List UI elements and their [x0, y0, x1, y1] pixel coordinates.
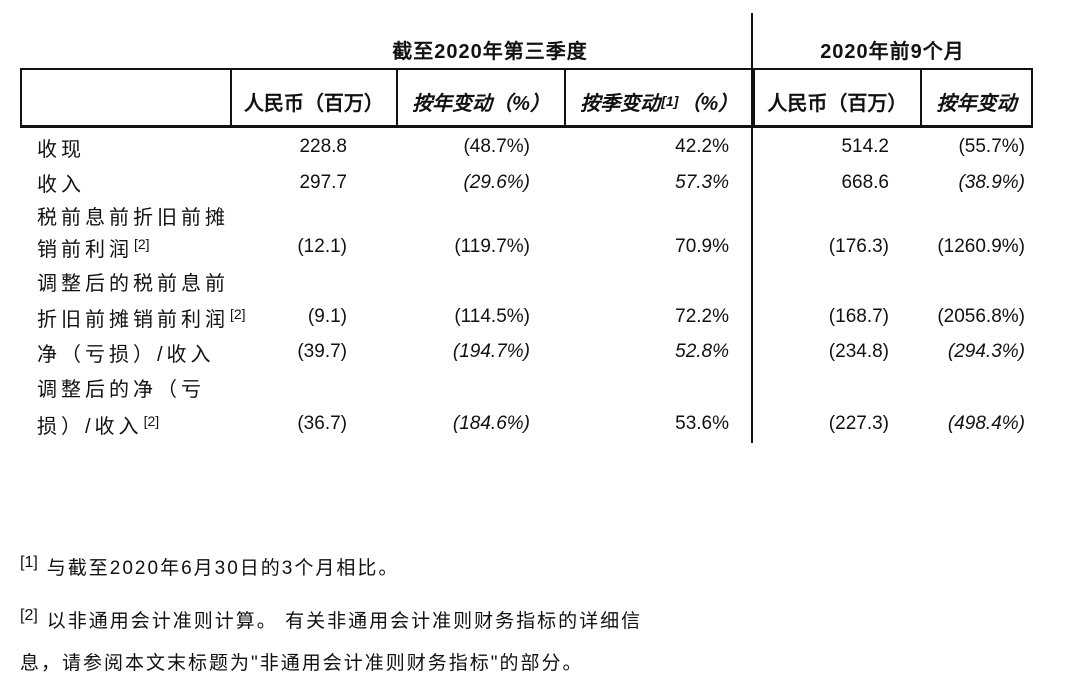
cell-value: (29.6%): [463, 171, 530, 193]
row-label: 收入: [20, 168, 228, 197]
footnote-2-text-1: 以非通用会计准则计算。 有关非通用会计准则财务指标的详细信: [46, 611, 643, 632]
row-label-text: 收入: [37, 174, 85, 196]
cell-value: 228.8: [299, 136, 347, 157]
footnote-2-marker: [2]: [20, 607, 38, 624]
footnote-2-line-2: 息，请参阅本文末标题为"非通用会计准则财务指标"的部分。: [20, 653, 584, 673]
cell-value: (55.7%): [958, 136, 1025, 157]
group-title-nine-months: 2020年前9个月: [820, 41, 965, 63]
cell-value: (2056.8%): [937, 306, 1025, 327]
footnote-ref-1-icon: [1]: [661, 93, 679, 109]
cell-value: (1260.9%): [937, 236, 1025, 257]
row-label-text: 销前利润: [37, 238, 133, 261]
table-row: 税前息前折旧前摊: [20, 199, 1033, 231]
row-label: 销前利润[2]: [20, 233, 228, 262]
cell-value: (294.3%): [947, 341, 1025, 362]
table-row: 损）/收入[2] (36.7) (184.6%) 53.6% (227.3) (498.4…: [20, 406, 1033, 442]
cell-value: 53.6%: [675, 413, 729, 434]
footnotes: [1] 与截至2020年6月30日的3个月相比。 [2] 以非通用会计准则计算。 有…: [20, 554, 740, 673]
cell-value: (184.6%): [452, 413, 530, 434]
row-label: 调整后的税前息前: [20, 267, 228, 296]
table-row: 净（亏损）/收入 (39.7) (194.7%) 52.8% (234.8) (294.3…: [20, 335, 1033, 369]
cell-value: (119.7%): [454, 236, 530, 257]
cell-value: 42.2%: [675, 136, 729, 157]
header-cell-rmb-9m: 人民币（百万）: [752, 70, 921, 125]
row-label: 收现: [20, 133, 228, 162]
row-label-text: 折旧前摊销前利润: [37, 308, 229, 331]
table-row: 调整后的净（亏: [20, 369, 1033, 406]
table-row: 折旧前摊销前利润[2] (9.1) (114.5%) 72.2% (168.7) (205…: [20, 299, 1033, 335]
row-label: 调整后的净（亏: [20, 373, 228, 402]
footnote-2-line-1: [2] 以非通用会计准则计算。 有关非通用会计准则财务指标的详细信: [20, 601, 740, 643]
cell-value: 57.3%: [675, 171, 729, 193]
row-label: 损）/收入[2]: [20, 410, 228, 439]
cell-value: (38.9%): [958, 171, 1025, 193]
cell-value: 72.2%: [675, 306, 729, 327]
header-cell-qoq: 按季变动 [1] （%）: [563, 70, 753, 125]
footnote-ref-2-icon: [2]: [143, 412, 160, 429]
row-label-text: 收现: [37, 138, 85, 161]
footnote-ref-2-icon: [2]: [134, 235, 150, 252]
footnote-1-text: 与截至2020年6月30日的3个月相比。: [46, 558, 400, 579]
header-qoq-unit: （%）: [680, 93, 739, 115]
row-label-text: 净（亏损）/收入: [37, 343, 215, 366]
cell-value: 52.8%: [675, 341, 729, 362]
header-cell-empty: [22, 70, 230, 125]
cell-value: (498.4%): [947, 413, 1025, 434]
footnote-2: [2] 以非通用会计准则计算。 有关非通用会计准则财务指标的详细信 息，请参阅本文…: [20, 601, 740, 673]
row-label-text: 调整后的净（亏: [37, 379, 205, 401]
row-label-text: 损）/收入: [37, 415, 143, 438]
cell-value: (39.7): [297, 341, 347, 362]
table-row: 调整后的税前息前: [20, 263, 1033, 299]
cell-value: (194.7%): [452, 341, 530, 362]
cell-value: (12.1): [297, 236, 347, 257]
row-label-text: 调整后的税前息前: [37, 272, 229, 295]
cell-value: 70.9%: [675, 236, 729, 257]
cell-value: (48.7%): [463, 136, 530, 157]
table-header-row: 人民币（百万） 按年变动（%） 按季变动 [1] （%） 人民币（百万） 按年变动: [20, 68, 1033, 128]
cell-value: (114.5%): [454, 306, 530, 327]
table-row: 收现 228.8 (48.7%) 42.2% 514.2 (55.7%): [20, 128, 1033, 166]
cell-value: (168.7): [828, 306, 889, 327]
row-label: 折旧前摊销前利润[2]: [20, 303, 246, 332]
group-title-quarter: 截至2020年第三季度: [392, 41, 588, 63]
table-body: 收现 228.8 (48.7%) 42.2% 514.2 (55.7%) 收入 297.7 (2…: [20, 128, 1033, 442]
table-row: 收入 297.7 (29.6%) 57.3% 668.6 (38.9%): [20, 166, 1033, 199]
table-row: 销前利润[2] (12.1) (119.7%) 70.9% (176.3) (1260.9…: [20, 231, 1033, 263]
header-cell-rmb-q: 人民币（百万）: [229, 70, 397, 125]
cell-value: (227.3): [828, 413, 889, 434]
footnote-ref-2-icon: [2]: [230, 305, 246, 322]
header-cell-yoy-q: 按年变动（%）: [396, 70, 564, 125]
column-group-divider: [751, 13, 753, 443]
cell-value: (9.1): [307, 306, 347, 327]
cell-value: (36.7): [297, 413, 347, 434]
cell-value: (234.8): [828, 341, 889, 362]
footnote-1-marker: [1]: [20, 554, 38, 571]
cell-value: 514.2: [841, 136, 889, 157]
cell-value: (176.3): [828, 236, 889, 257]
row-label: 净（亏损）/收入: [20, 338, 228, 367]
header-cell-yoy-9m: 按年变动: [920, 70, 1031, 125]
footnote-1: [1] 与截至2020年6月30日的3个月相比。: [20, 554, 740, 583]
cell-value: 297.7: [299, 171, 347, 193]
cell-value: 668.6: [841, 171, 889, 193]
row-label-text: 税前息前折旧前摊: [37, 206, 229, 229]
header-qoq-text: 按季变动: [580, 93, 661, 115]
row-label: 税前息前折旧前摊: [20, 201, 228, 230]
